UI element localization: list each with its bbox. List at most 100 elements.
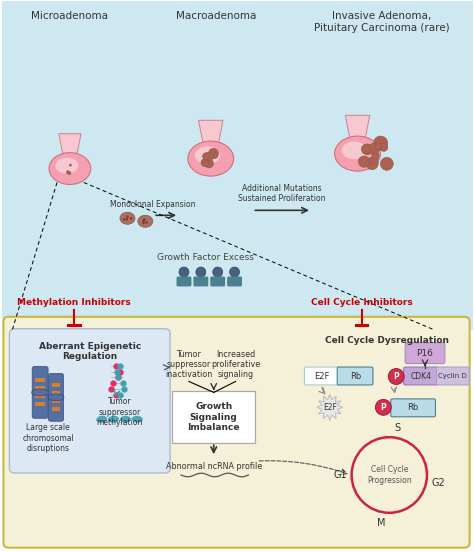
FancyBboxPatch shape <box>437 367 469 385</box>
Ellipse shape <box>55 158 78 173</box>
Circle shape <box>205 159 213 168</box>
Bar <box>52 407 61 411</box>
Circle shape <box>368 144 379 155</box>
Circle shape <box>374 143 382 150</box>
Ellipse shape <box>132 416 143 423</box>
Ellipse shape <box>188 141 234 176</box>
Text: Rb: Rb <box>408 403 419 412</box>
Text: Methylation Inhibitors: Methylation Inhibitors <box>17 299 131 307</box>
Text: CDK4: CDK4 <box>410 372 431 381</box>
Text: Rb: Rb <box>350 372 361 381</box>
Text: Large scale
chromosomal
disruptions: Large scale chromosomal disruptions <box>22 423 74 453</box>
FancyBboxPatch shape <box>176 277 191 286</box>
Circle shape <box>366 157 378 169</box>
Ellipse shape <box>342 141 367 159</box>
Bar <box>35 386 45 390</box>
Circle shape <box>372 152 379 159</box>
Circle shape <box>126 218 128 220</box>
Circle shape <box>68 171 71 174</box>
Text: E2F: E2F <box>323 403 337 412</box>
FancyBboxPatch shape <box>227 277 242 286</box>
FancyBboxPatch shape <box>404 367 438 385</box>
Ellipse shape <box>96 416 107 423</box>
FancyBboxPatch shape <box>210 277 225 286</box>
Text: P: P <box>393 372 399 381</box>
Circle shape <box>358 156 370 167</box>
FancyBboxPatch shape <box>49 374 64 421</box>
Text: G1: G1 <box>333 470 346 480</box>
Ellipse shape <box>49 152 91 184</box>
Ellipse shape <box>335 136 381 171</box>
Circle shape <box>142 221 145 224</box>
Text: Invasive Adenoma,
Pituitary Carcinoma (rare): Invasive Adenoma, Pituitary Carcinoma (r… <box>313 12 449 33</box>
Text: Microadenoma: Microadenoma <box>31 12 109 22</box>
Circle shape <box>361 144 371 154</box>
Circle shape <box>142 220 145 222</box>
Text: Increased
proliferative
signaling: Increased proliferative signaling <box>211 349 260 379</box>
Ellipse shape <box>32 389 49 396</box>
Circle shape <box>66 171 69 174</box>
Ellipse shape <box>138 215 153 227</box>
Text: Additional Mutations
Sustained Proliferation: Additional Mutations Sustained Prolifera… <box>238 184 326 203</box>
Ellipse shape <box>108 416 119 423</box>
FancyBboxPatch shape <box>3 317 470 548</box>
Ellipse shape <box>120 213 135 224</box>
Text: Cyclin D: Cyclin D <box>438 374 467 379</box>
Circle shape <box>370 156 378 164</box>
Text: Abnormal ncRNA profile: Abnormal ncRNA profile <box>165 462 262 471</box>
Ellipse shape <box>48 394 64 401</box>
Bar <box>35 402 45 406</box>
Circle shape <box>380 157 393 170</box>
Circle shape <box>388 369 404 384</box>
Circle shape <box>212 152 218 158</box>
FancyBboxPatch shape <box>391 399 436 417</box>
Text: E2F: E2F <box>314 372 329 381</box>
Text: Monoclonal Expansion: Monoclonal Expansion <box>110 200 196 209</box>
Circle shape <box>201 158 209 167</box>
Circle shape <box>209 148 219 158</box>
Polygon shape <box>346 115 370 142</box>
Circle shape <box>213 267 223 277</box>
Bar <box>35 379 45 383</box>
Text: P: P <box>381 403 386 412</box>
Text: Macroadenoma: Macroadenoma <box>175 12 256 22</box>
Circle shape <box>229 267 239 277</box>
Polygon shape <box>317 394 343 420</box>
FancyBboxPatch shape <box>9 329 170 473</box>
FancyBboxPatch shape <box>405 343 445 364</box>
Circle shape <box>126 215 129 218</box>
Ellipse shape <box>120 416 131 423</box>
Circle shape <box>203 153 210 160</box>
Text: M: M <box>377 518 386 528</box>
FancyBboxPatch shape <box>193 277 208 286</box>
Text: Cell Cycle Dysregulation: Cell Cycle Dysregulation <box>325 336 449 344</box>
FancyBboxPatch shape <box>172 391 255 443</box>
Text: Tumor
suppressor
methylation: Tumor suppressor methylation <box>96 397 143 427</box>
Circle shape <box>374 136 388 150</box>
Circle shape <box>179 267 189 277</box>
Circle shape <box>196 267 206 277</box>
Bar <box>52 391 61 395</box>
Text: S: S <box>394 423 401 433</box>
Text: Growth Factor Excess: Growth Factor Excess <box>157 253 254 262</box>
Circle shape <box>362 144 373 155</box>
Bar <box>52 400 61 404</box>
Circle shape <box>130 217 133 220</box>
FancyBboxPatch shape <box>32 367 48 418</box>
Text: Aberrant Epigenetic
Regulation: Aberrant Epigenetic Regulation <box>38 342 141 361</box>
Text: Cell Cycle Inhibitors: Cell Cycle Inhibitors <box>310 299 412 307</box>
Circle shape <box>146 221 148 224</box>
Text: Growth
Signaling
Imbalance: Growth Signaling Imbalance <box>188 402 240 432</box>
Polygon shape <box>59 134 81 158</box>
Text: G2: G2 <box>432 478 446 488</box>
Text: Cell Cycle
Progression: Cell Cycle Progression <box>367 465 411 485</box>
Circle shape <box>375 400 391 415</box>
Circle shape <box>374 142 382 150</box>
FancyBboxPatch shape <box>2 2 473 330</box>
FancyBboxPatch shape <box>304 367 339 385</box>
Text: P16: P16 <box>417 349 433 358</box>
Circle shape <box>206 152 214 160</box>
Circle shape <box>380 144 388 151</box>
Polygon shape <box>199 120 223 147</box>
Bar <box>52 384 61 388</box>
